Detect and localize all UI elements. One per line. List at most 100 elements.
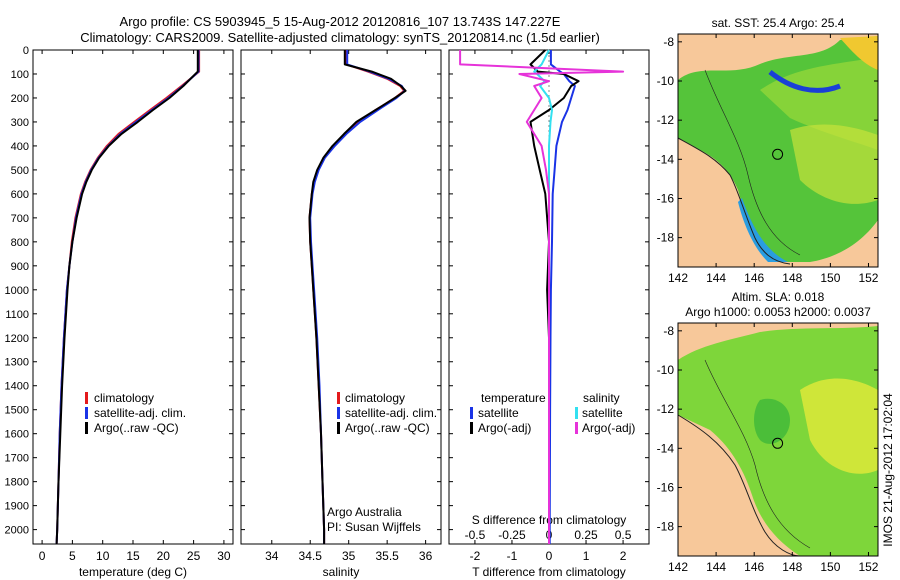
sst-warm-patch-2 bbox=[790, 124, 878, 204]
x-tick-label: 30 bbox=[217, 549, 231, 563]
sst-cool-coast bbox=[738, 198, 788, 262]
depth-tick-label: 1500 bbox=[5, 405, 29, 417]
map-lat-label: -16 bbox=[657, 480, 675, 494]
x-tick-label: -2 bbox=[470, 549, 481, 563]
series-line-satellite-adj-clim bbox=[309, 50, 406, 544]
legend-swatch-satellite bbox=[85, 407, 88, 419]
map-lon-label: 144 bbox=[706, 560, 726, 574]
legend-swatch-satellite bbox=[337, 407, 340, 419]
map-lon-label: 150 bbox=[820, 271, 840, 285]
series-line-t-argo-adj bbox=[529, 49, 580, 544]
figure-title-line1: Argo profile: CS 5903945_5 15-Aug-2012 2… bbox=[120, 14, 561, 29]
legend-label-climatology: climatology bbox=[94, 391, 154, 405]
x-tick-label: 36 bbox=[419, 549, 433, 563]
difference-series bbox=[459, 49, 625, 544]
legend-label-s-satellite: satellite bbox=[582, 406, 623, 420]
depth-tick-label: 1400 bbox=[5, 381, 29, 393]
map-lon-label: 142 bbox=[668, 271, 688, 285]
temperature-xlabel: temperature (deg C) bbox=[79, 565, 187, 579]
sst-map bbox=[677, 33, 879, 268]
depth-tick-label: 1900 bbox=[5, 501, 29, 513]
footer-stamp: IMOS 21-Aug-2012 17:02:04 bbox=[881, 393, 895, 547]
map-lon-label: 150 bbox=[820, 560, 840, 574]
ssh-coastline bbox=[677, 414, 801, 557]
legend-label-t-satellite: satellite bbox=[478, 406, 519, 420]
depth-tick-label: 1600 bbox=[5, 429, 29, 441]
figure-title-line2: Climatology: CARS2009. Satellite-adjuste… bbox=[80, 30, 600, 45]
s-tick-label: -0.5 bbox=[465, 528, 486, 542]
depth-tick-label: 500 bbox=[11, 165, 29, 177]
x-tick-label: 0 bbox=[39, 549, 46, 563]
sst-cold-band bbox=[768, 70, 841, 93]
ssh-map-title-line1: Altim. SLA: 0.018 bbox=[732, 290, 825, 304]
legend-label-climatology: climatology bbox=[345, 391, 405, 405]
credit-line2: PI: Susan Wijffels bbox=[327, 520, 421, 534]
temperature-legend: climatology satellite-adj. clim. Argo(..… bbox=[85, 391, 186, 435]
salinity-xlabel: salinity bbox=[323, 565, 360, 579]
temperature-x-axis: 0 5 10 15 20 25 30 bbox=[39, 50, 231, 563]
depth-tick-label: 1800 bbox=[5, 477, 29, 489]
x-tick-label: 15 bbox=[126, 549, 140, 563]
series-line-argo-raw-qc bbox=[55, 50, 199, 545]
depth-tick-label: 1700 bbox=[5, 453, 29, 465]
ssh-high-patch bbox=[800, 378, 878, 474]
ssh-float-marker bbox=[772, 437, 784, 449]
map-lon-label: 142 bbox=[668, 560, 688, 574]
legend-label-satellite: satellite-adj. clim. bbox=[94, 406, 186, 420]
map-lat-label: -10 bbox=[657, 74, 675, 88]
depth-tick-label: 2000 bbox=[5, 525, 29, 537]
map-lat-label: -14 bbox=[657, 441, 675, 455]
ssh-map bbox=[677, 322, 879, 557]
sst-hot-patch bbox=[840, 36, 878, 70]
legend-swatch-climatology bbox=[85, 392, 88, 404]
legend-title-salinity: salinity bbox=[583, 391, 620, 405]
depth-tick-label: 900 bbox=[11, 261, 29, 273]
depth-tick-label: 400 bbox=[11, 141, 29, 153]
x-tick-label: 2 bbox=[620, 549, 627, 563]
legend-swatch-s-argo bbox=[575, 422, 578, 434]
map-lat-label: -18 bbox=[657, 231, 675, 245]
depth-tick-label: 600 bbox=[11, 189, 29, 201]
map-lat-label: -14 bbox=[657, 152, 675, 166]
depth-axis: 0 100 200 300 400 500 600 700 800 900 1000 1100 1200… bbox=[5, 45, 649, 537]
sst-isobath bbox=[704, 69, 801, 256]
s-tick-label: 0.5 bbox=[615, 528, 632, 542]
legend-swatch-argo bbox=[85, 422, 88, 434]
x-tick-label: 25 bbox=[187, 549, 201, 563]
map-lat-label: -12 bbox=[657, 113, 675, 127]
legend-title-temperature: temperature bbox=[481, 391, 546, 405]
series-line-t-satellite bbox=[548, 50, 576, 544]
temperature-series bbox=[55, 50, 201, 545]
depth-tick-label: 800 bbox=[11, 237, 29, 249]
sst-map-title: sat. SST: 25.4 Argo: 25.4 bbox=[712, 16, 845, 30]
difference-legend: temperature salinity satellite Argo(-adj… bbox=[470, 391, 635, 435]
series-line-climatology bbox=[55, 50, 201, 545]
x-tick-label: 10 bbox=[96, 549, 110, 563]
sst-map-axes: -8 -10 -12 -14 -16 -18 142 144 146 148 150 152 bbox=[657, 34, 879, 285]
x-tick-label: 34 bbox=[265, 549, 279, 563]
difference-xlabel: T difference from climatology bbox=[472, 565, 626, 579]
map-lon-label: 152 bbox=[858, 560, 878, 574]
legend-swatch-s-satellite bbox=[575, 407, 578, 419]
map-lat-label: -8 bbox=[663, 35, 674, 49]
s-tick-label: -0.25 bbox=[498, 528, 526, 542]
salinity-axes bbox=[240, 49, 442, 545]
salinity-legend: climatology satellite-adj. clim. Argo(..… bbox=[337, 391, 437, 435]
map-lat-label: -16 bbox=[657, 191, 675, 205]
legend-label-argo: Argo(..raw -QC) bbox=[345, 421, 430, 435]
depth-tick-label: 1200 bbox=[5, 333, 29, 345]
map-lon-label: 148 bbox=[782, 560, 802, 574]
x-tick-label: 5 bbox=[69, 549, 76, 563]
legend-swatch-argo bbox=[337, 422, 340, 434]
sst-coastline bbox=[677, 137, 791, 265]
map-lon-label: 148 bbox=[782, 271, 802, 285]
credit-line1: Argo Australia bbox=[327, 505, 402, 519]
legend-label-s-argo: Argo(-adj) bbox=[582, 421, 635, 435]
x-tick-label: 34.5 bbox=[299, 549, 323, 563]
x-tick-label: 0 bbox=[546, 549, 553, 563]
legend-swatch-t-argo bbox=[470, 422, 473, 434]
x-tick-label: 35 bbox=[342, 549, 356, 563]
sst-float-marker bbox=[772, 148, 784, 160]
map-lon-label: 144 bbox=[706, 271, 726, 285]
